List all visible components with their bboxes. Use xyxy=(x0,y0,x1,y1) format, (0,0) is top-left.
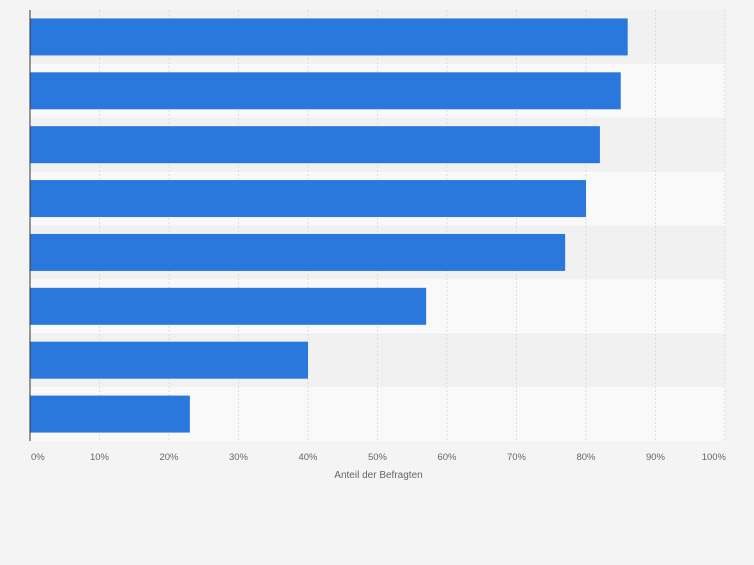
x-tick-label: 10% xyxy=(90,452,110,463)
x-tick-label: 90% xyxy=(646,452,666,463)
bar[interactable] xyxy=(30,395,190,433)
bar[interactable] xyxy=(30,233,566,271)
x-tick-label: 80% xyxy=(576,452,596,463)
x-tick-label: 20% xyxy=(159,452,179,463)
x-tick-labels: 0% 10% 20% 30% 40% 50% 60% 70% 80% 90% 100% xyxy=(31,452,727,463)
bars xyxy=(30,18,628,433)
x-tick-label: 100% xyxy=(702,452,727,463)
x-tick-label: 50% xyxy=(368,452,388,463)
x-tick-label: 0% xyxy=(31,452,45,463)
x-tick-label: 30% xyxy=(229,452,249,463)
x-axis-title: Anteil der Befragten xyxy=(334,470,422,481)
x-tick-label: 60% xyxy=(437,452,457,463)
bar[interactable] xyxy=(30,126,600,164)
x-tick-label: 70% xyxy=(507,452,527,463)
bar[interactable] xyxy=(30,287,427,325)
x-tick-label: 40% xyxy=(298,452,318,463)
bar[interactable] xyxy=(30,18,628,56)
bar[interactable] xyxy=(30,180,586,218)
bar[interactable] xyxy=(30,72,621,110)
bar[interactable] xyxy=(30,341,308,379)
